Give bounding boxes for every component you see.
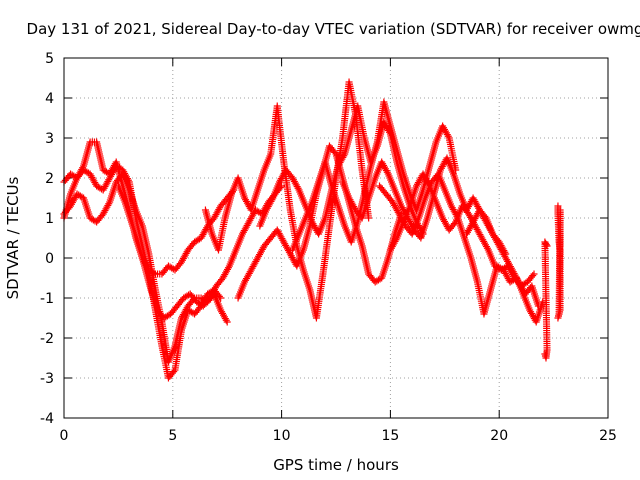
data-point-interp	[383, 168, 391, 176]
series-track-m	[554, 202, 564, 322]
y-tick-label: 0	[45, 251, 54, 267]
data-point-interp	[425, 180, 433, 188]
data-point-interp	[294, 184, 302, 192]
plot-frame	[63, 57, 609, 419]
x-tick-label: 20	[490, 428, 508, 444]
data-point-interp	[450, 220, 458, 228]
data-point	[534, 302, 542, 310]
data-point-interp	[483, 244, 491, 252]
y-tick-label: 4	[45, 91, 54, 107]
data-points	[60, 78, 564, 382]
data-point-interp	[222, 316, 230, 324]
y-tick-label: -1	[40, 291, 54, 307]
data-point-interp	[444, 132, 452, 140]
y-tick-label: -2	[40, 331, 54, 347]
x-tick-label: 15	[381, 428, 399, 444]
chart-title: Day 131 of 2021, Sidereal Day-to-day VTE…	[27, 20, 640, 38]
data-point-interp	[331, 148, 339, 156]
data-point-interp	[529, 272, 537, 280]
data-point-interp	[268, 196, 276, 204]
x-tick-label: 0	[60, 428, 69, 444]
data-point-interp	[124, 176, 132, 184]
data-point-interp	[170, 368, 178, 376]
x-axis-label: GPS time / hours	[273, 456, 399, 474]
x-tick-label: 25	[599, 428, 617, 444]
data-point	[530, 270, 538, 278]
y-tick-labels: -4 -3 -2 -1 0 1 2 3 4 5	[40, 51, 54, 427]
y-tick-label: 1	[45, 211, 54, 227]
y-tick-label: -3	[40, 371, 54, 387]
data-point-interp	[105, 200, 113, 208]
y-tick-label: 2	[45, 171, 54, 187]
series-track-l	[463, 206, 542, 310]
y-tick-label: -4	[40, 411, 54, 427]
data-point-interp	[215, 292, 223, 300]
data-point	[223, 318, 231, 326]
series-track-c	[60, 162, 225, 382]
y-tick-label: 5	[45, 51, 54, 67]
x-tick-labels: 0 5 10 15 20 25	[60, 428, 617, 444]
data-point-interp	[340, 152, 348, 160]
data-point-interp	[542, 241, 550, 249]
y-tick-label: 3	[45, 131, 54, 147]
data-point	[543, 242, 551, 250]
data-point	[556, 242, 564, 250]
x-tick-label: 5	[168, 428, 177, 444]
y-axis-label: SDTVAR / TECUs	[4, 176, 22, 299]
data-point-interp	[392, 236, 400, 244]
x-tick-label: 10	[273, 428, 291, 444]
series-track-k	[386, 170, 538, 290]
data-point-interp	[224, 264, 232, 272]
data-point	[365, 214, 373, 222]
series-track-n	[541, 238, 551, 362]
data-point-interp	[481, 212, 489, 220]
data-point	[217, 294, 225, 302]
series-track-h	[288, 98, 460, 254]
series-track-e	[201, 78, 373, 322]
